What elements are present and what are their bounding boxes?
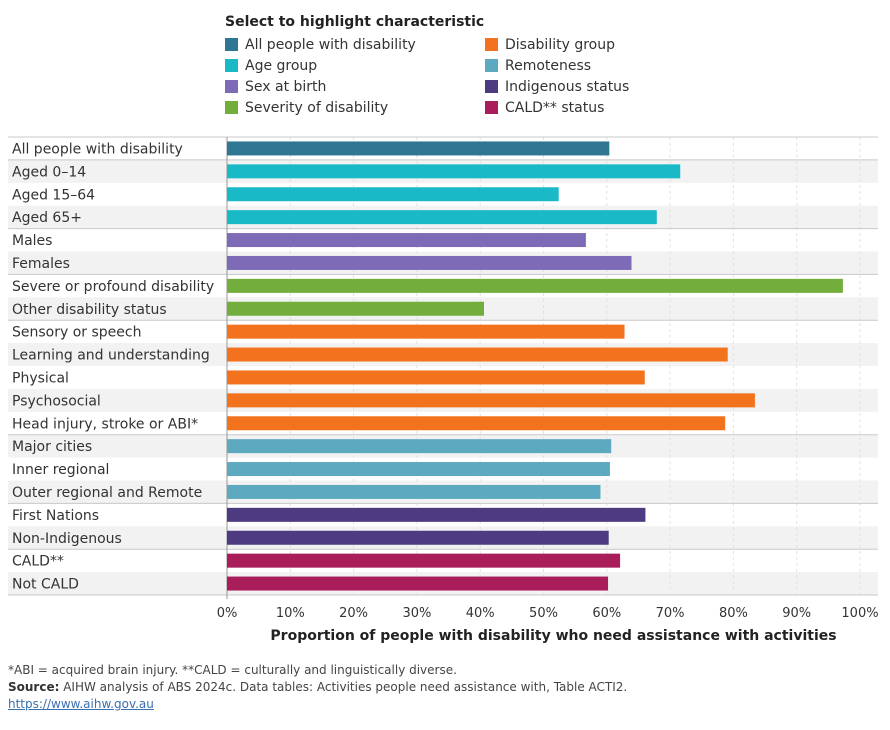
footnote: *ABI = acquired brain injury. **CALD = c… (8, 663, 457, 677)
category-label: Aged 15–64 (12, 187, 95, 203)
legend-item[interactable]: CALD** status (485, 97, 604, 118)
bar (227, 301, 484, 316)
category-label: Major cities (12, 439, 92, 455)
category-label: Physical (12, 370, 69, 386)
bar (227, 278, 843, 293)
source-text: AIHW analysis of ABS 2024c. Data tables:… (59, 680, 628, 694)
bar (227, 164, 681, 179)
legend: Select to highlight characteristic All p… (225, 12, 645, 118)
bar (227, 484, 601, 499)
x-axis-title: Proportion of people with disability who… (270, 628, 836, 644)
category-label: All people with disability (12, 141, 183, 157)
bar (227, 141, 610, 156)
legend-item-label: CALD** status (505, 99, 605, 116)
legend-item-label: Remoteness (505, 57, 592, 74)
bar (227, 187, 559, 202)
bar-chart: All people with disability Aged 0–14 Aged … (8, 136, 879, 644)
legend-item[interactable]: Disability group (485, 34, 615, 55)
category-label: Learning and understanding (12, 348, 210, 364)
category-label: Sensory or speech (12, 325, 141, 341)
legend-item-label: All people with disability (245, 36, 416, 53)
source-label: Source: (8, 680, 60, 694)
x-tick-label: 50% (529, 606, 558, 621)
x-tick-label: 30% (402, 606, 431, 621)
legend-item[interactable]: Remoteness (485, 55, 591, 76)
x-tick-label: 20% (339, 606, 368, 621)
source-link[interactable]: https://www.aihw.gov.au (8, 697, 154, 711)
bar (227, 255, 632, 270)
category-label: Outer regional and Remote (12, 485, 202, 501)
legend-swatch-icon (225, 59, 238, 72)
category-label: Psychosocial (12, 393, 101, 409)
legend-item-label: Indigenous status (505, 78, 630, 95)
x-tick-label: 10% (276, 606, 305, 621)
x-tick-label: 0% (217, 606, 238, 621)
bar (227, 530, 609, 545)
legend-swatch-icon (225, 80, 238, 93)
legend-swatch-icon (485, 38, 498, 51)
legend-item[interactable]: All people with disability (225, 34, 416, 55)
legend-item-label: Severity of disability (245, 99, 389, 116)
legend-swatch-icon (225, 38, 238, 51)
bar (227, 393, 755, 408)
category-label: First Nations (12, 508, 99, 524)
legend-item[interactable]: Age group (225, 55, 317, 76)
bar (227, 370, 645, 385)
bar (227, 507, 646, 522)
x-tick-label: 100% (841, 606, 878, 621)
x-tick-label: 90% (782, 606, 811, 621)
legend-items: All people with disability Age group Sex a… (225, 34, 645, 118)
source-line: Source: AIHW analysis of ABS 2024c. Data… (8, 679, 627, 696)
bar (227, 576, 609, 591)
category-label: Inner regional (12, 462, 109, 478)
category-label: Aged 65+ (12, 210, 82, 226)
bar (227, 347, 728, 362)
legend-item-label: Age group (245, 57, 318, 74)
category-label: Non-Indigenous (12, 531, 122, 547)
category-label: Females (12, 256, 70, 272)
category-label: Other disability status (12, 302, 167, 318)
bar (227, 233, 586, 248)
category-label: Head injury, stroke or ABI* (12, 416, 198, 432)
legend-item[interactable]: Severity of disability (225, 97, 388, 118)
category-label: Males (12, 233, 52, 249)
bar (227, 324, 625, 339)
footer: *ABI = acquired brain injury. **CALD = c… (8, 662, 627, 713)
bar (227, 439, 612, 454)
legend-swatch-icon (485, 101, 498, 114)
category-label: CALD** (12, 554, 64, 570)
bar (227, 462, 610, 477)
legend-swatch-icon (225, 101, 238, 114)
category-label: Severe or profound disability (12, 279, 214, 295)
bar (227, 553, 621, 568)
legend-swatch-icon (485, 80, 498, 93)
x-tick-label: 60% (592, 606, 621, 621)
legend-item[interactable]: Sex at birth (225, 76, 326, 97)
x-tick-label: 70% (656, 606, 685, 621)
x-tick-label: 80% (719, 606, 748, 621)
legend-item[interactable]: Indigenous status (485, 76, 629, 97)
legend-item-label: Sex at birth (245, 78, 327, 95)
legend-item-label: Disability group (505, 36, 615, 53)
category-label: Not CALD (12, 577, 79, 593)
bar (227, 210, 657, 225)
bar (227, 416, 726, 431)
legend-swatch-icon (485, 59, 498, 72)
legend-title: Select to highlight characteristic (225, 14, 485, 30)
x-tick-label: 40% (466, 606, 495, 621)
category-label: Aged 0–14 (12, 164, 86, 180)
